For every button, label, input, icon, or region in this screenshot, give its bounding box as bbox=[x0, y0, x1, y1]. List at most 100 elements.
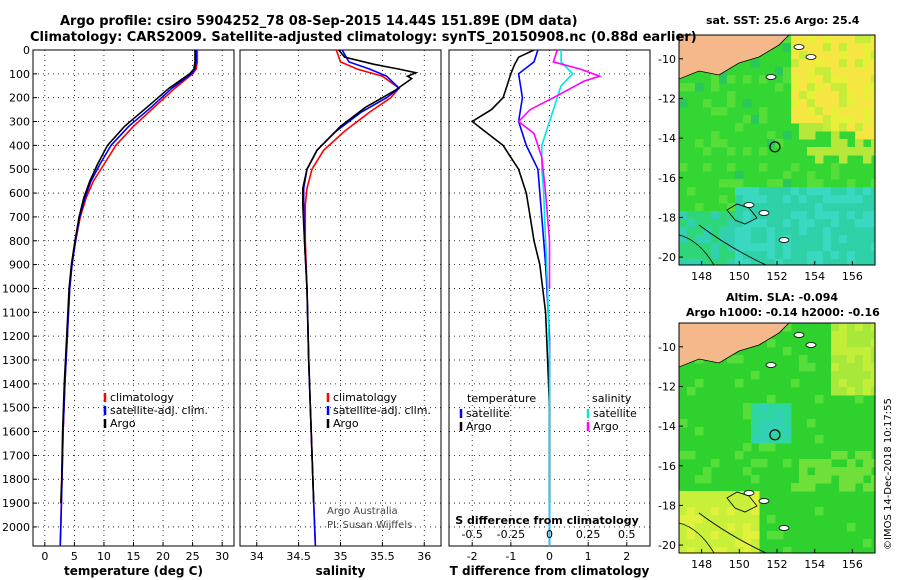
map-cell bbox=[791, 219, 800, 228]
map-cell bbox=[679, 83, 688, 92]
map-cell bbox=[759, 435, 768, 444]
map-cell bbox=[679, 243, 688, 252]
map-cell bbox=[719, 211, 728, 220]
map-cell bbox=[871, 347, 875, 356]
map-cell bbox=[783, 211, 792, 220]
y-tick-label: 200 bbox=[9, 92, 30, 105]
map-cell bbox=[863, 91, 872, 100]
map-cell bbox=[783, 179, 792, 188]
map-cell bbox=[799, 203, 808, 212]
y-tick-label: 1100 bbox=[2, 306, 30, 319]
map-cell bbox=[751, 195, 760, 204]
map-cell bbox=[727, 539, 736, 548]
map-cell bbox=[847, 363, 856, 372]
map-cell bbox=[831, 259, 840, 265]
map-cell bbox=[727, 75, 736, 84]
map-cell bbox=[839, 227, 848, 236]
map-cell bbox=[831, 203, 840, 212]
map-cell bbox=[791, 259, 800, 265]
map-cell bbox=[727, 259, 736, 265]
map-cell bbox=[863, 459, 872, 468]
map-cell bbox=[831, 187, 840, 196]
map-cell bbox=[767, 531, 776, 540]
map-cell bbox=[871, 115, 875, 124]
map-cell bbox=[831, 131, 840, 140]
map-cell bbox=[815, 107, 824, 116]
map-cell bbox=[839, 107, 848, 116]
map-cell bbox=[839, 115, 848, 124]
map-cell bbox=[855, 195, 864, 204]
map-cell bbox=[719, 515, 728, 524]
map-cell bbox=[783, 411, 792, 420]
map-cell bbox=[759, 243, 768, 252]
map-cell bbox=[719, 227, 728, 236]
map-cell bbox=[863, 451, 872, 460]
map-cell bbox=[799, 251, 808, 260]
map-cell bbox=[719, 259, 728, 265]
map-cell bbox=[855, 43, 864, 52]
map-cell bbox=[727, 99, 736, 108]
map-cell bbox=[831, 371, 840, 380]
map-cell bbox=[871, 83, 875, 92]
map-cell bbox=[735, 507, 744, 516]
map-cell bbox=[767, 243, 776, 252]
map-cell bbox=[791, 59, 800, 68]
map-cell bbox=[711, 507, 720, 516]
map-cell bbox=[815, 459, 824, 468]
reef-outline bbox=[726, 491, 758, 513]
map-cell bbox=[679, 219, 688, 228]
map-cell bbox=[711, 547, 720, 553]
map-cell bbox=[807, 363, 816, 372]
map-cell bbox=[719, 499, 728, 508]
y-tick-label: 0 bbox=[23, 44, 30, 57]
island bbox=[758, 210, 770, 216]
map-cell bbox=[823, 219, 832, 228]
map-cell bbox=[727, 163, 736, 172]
map-cell bbox=[807, 99, 816, 108]
map-cell bbox=[855, 115, 864, 124]
map-cell bbox=[815, 235, 824, 244]
map-cell bbox=[863, 251, 872, 260]
bathymetry-contour bbox=[679, 234, 715, 265]
map-cell bbox=[839, 251, 848, 260]
map-cell bbox=[775, 83, 784, 92]
map-cell bbox=[839, 195, 848, 204]
map-cell bbox=[767, 131, 776, 140]
map-cell bbox=[775, 411, 784, 420]
map-cell bbox=[871, 35, 875, 44]
map-cell bbox=[855, 59, 864, 68]
map-cell bbox=[751, 523, 760, 532]
lat-tick-label: -16 bbox=[658, 172, 676, 185]
map-cell bbox=[831, 51, 840, 60]
map-cell bbox=[815, 179, 824, 188]
lat-tick-label: -14 bbox=[658, 132, 676, 145]
map-cell bbox=[687, 259, 696, 265]
map-cell bbox=[871, 339, 875, 348]
map-cell bbox=[799, 227, 808, 236]
map-cell bbox=[687, 243, 696, 252]
map-cell bbox=[871, 139, 875, 148]
lon-tick-label: 148 bbox=[691, 270, 712, 283]
map-cell bbox=[871, 131, 875, 140]
map-cell bbox=[799, 235, 808, 244]
map-cell bbox=[751, 187, 760, 196]
map-cell bbox=[839, 331, 848, 340]
map-cell bbox=[855, 339, 864, 348]
map-cell bbox=[767, 179, 776, 188]
map-cell bbox=[735, 243, 744, 252]
x-axis-label: salinity bbox=[316, 564, 366, 578]
map-cell bbox=[751, 427, 760, 436]
map-cell bbox=[743, 403, 752, 412]
x2-tick-label: -0.5 bbox=[461, 528, 482, 541]
x-tick-label: 1 bbox=[585, 550, 592, 563]
map-cell bbox=[863, 195, 872, 204]
map-cell bbox=[863, 347, 872, 356]
map-cell bbox=[847, 323, 856, 332]
island bbox=[793, 332, 805, 338]
x2-tick-label: 0.5 bbox=[618, 528, 636, 541]
map-cell bbox=[823, 147, 832, 156]
map-cell bbox=[791, 115, 800, 124]
map-cell bbox=[775, 251, 784, 260]
map-cell bbox=[791, 203, 800, 212]
